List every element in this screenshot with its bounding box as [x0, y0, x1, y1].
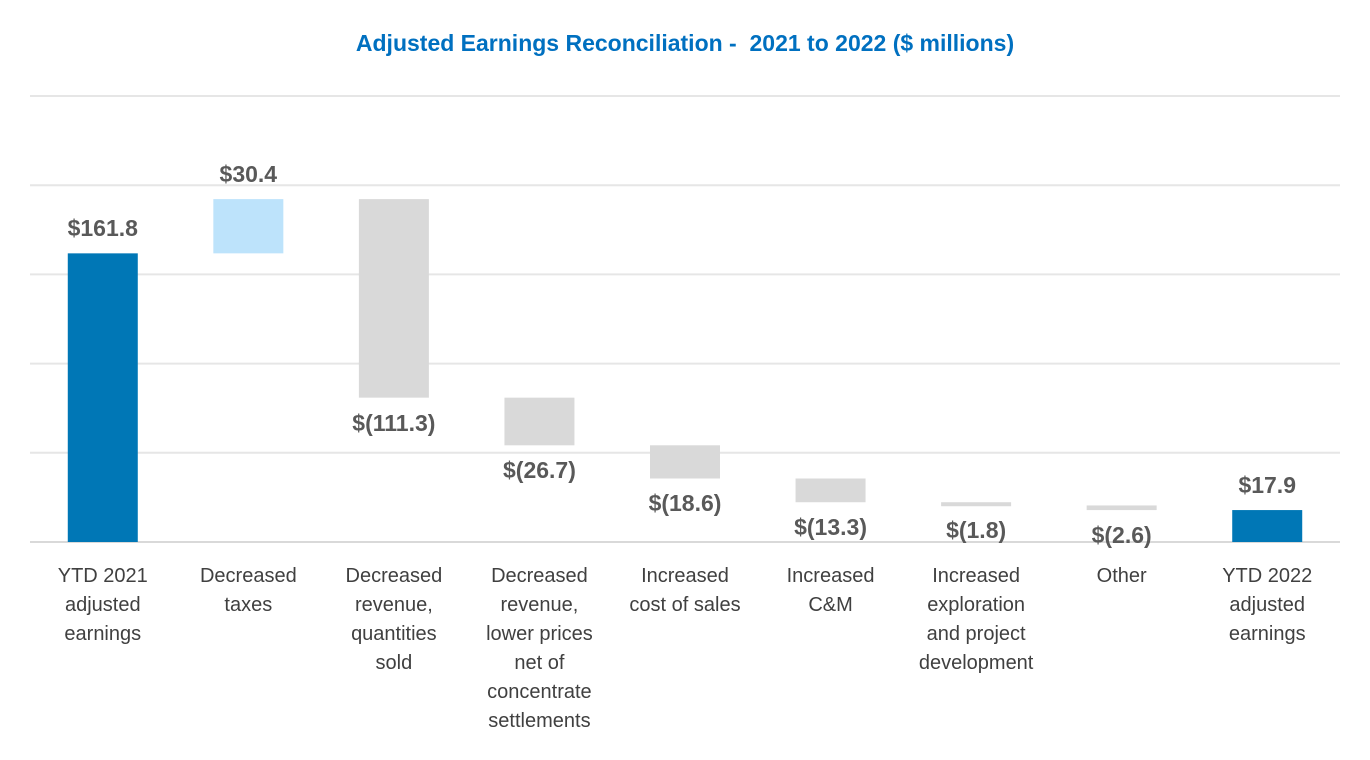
data-label: $(2.6): [1091, 522, 1152, 549]
data-label: $17.9: [1238, 472, 1296, 499]
chart-title: Adjusted Earnings Reconciliation - 2021 …: [355, 30, 1015, 56]
category-label: Increased cost of sales: [629, 565, 741, 616]
category-label: YTD 2022 adjusted earnings: [1222, 565, 1313, 645]
bar-increase: [213, 199, 284, 254]
bar-total: [1232, 510, 1303, 542]
bar-decrease: [941, 502, 1012, 507]
data-label: $(111.3): [352, 409, 436, 436]
data-label: $(18.6): [648, 490, 722, 517]
bar-decrease: [650, 445, 720, 479]
bar-decrease: [795, 478, 866, 503]
data-label: $(26.7): [503, 457, 576, 484]
data-label: $161.8: [67, 215, 138, 242]
category-label: Decreased taxes: [199, 565, 297, 616]
category-label: YTD 2021 adjusted earnings: [57, 565, 148, 645]
category-label: Decreased revenue, lower prices net of c…: [486, 565, 593, 732]
bar-decrease: [358, 199, 429, 398]
data-label: $(13.3): [794, 514, 867, 541]
category-label: Other: [1096, 565, 1147, 587]
category-label: Increased exploration and project develo…: [918, 565, 1034, 674]
category-label: Decreased revenue, quantities sold: [345, 565, 443, 674]
category-label: Increased C&M: [786, 565, 875, 616]
bar-decrease: [504, 397, 575, 446]
bar-decrease: [1086, 505, 1157, 511]
bar-total: [67, 253, 138, 542]
data-label: $(1.8): [946, 517, 1007, 544]
data-label: $30.4: [219, 161, 278, 188]
